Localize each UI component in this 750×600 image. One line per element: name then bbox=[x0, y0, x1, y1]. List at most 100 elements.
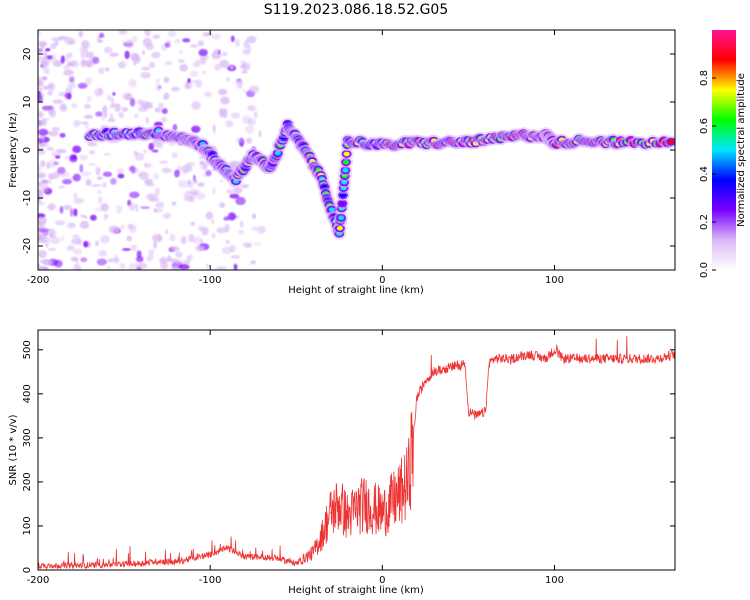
spectrogram-speckle bbox=[85, 178, 92, 187]
spectrogram-speckle bbox=[180, 235, 187, 245]
spectrogram-speckle bbox=[171, 152, 178, 159]
spectrogram-speckle bbox=[241, 242, 253, 247]
snr-point bbox=[588, 358, 590, 360]
spectrogram-speckle bbox=[95, 111, 103, 117]
spectrogram-core bbox=[339, 192, 346, 198]
spectrogram-speckle bbox=[202, 32, 213, 37]
snr-point bbox=[330, 512, 332, 514]
spectrogram-y-tick-label: 20 bbox=[22, 48, 33, 61]
spectrogram-speckle bbox=[38, 92, 44, 100]
spectrogram-speckle bbox=[220, 96, 230, 105]
snr-y-tick-label: 200 bbox=[22, 472, 33, 491]
spectrogram-speckle bbox=[148, 249, 155, 254]
spectrogram-speckle bbox=[247, 105, 256, 112]
spectrogram-speckle bbox=[148, 142, 155, 151]
colorbar-tick-label: 0.6 bbox=[699, 118, 710, 134]
spectrogram-speckle bbox=[47, 83, 54, 90]
spectrogram-speckle bbox=[142, 37, 152, 47]
spectrogram-speckle bbox=[83, 240, 89, 248]
spectrogram-speckle bbox=[102, 182, 107, 188]
spectrogram-speckle bbox=[171, 86, 181, 92]
spectrogram-speckle bbox=[193, 178, 198, 184]
spectrogram-speckle bbox=[179, 49, 183, 54]
spectrogram-speckle bbox=[38, 110, 43, 114]
snr-point bbox=[381, 512, 383, 514]
spectrogram-speckle bbox=[88, 162, 96, 167]
spectrogram-speckle bbox=[97, 39, 104, 44]
spectrogram-speckle bbox=[84, 77, 93, 86]
spectrogram-speckle bbox=[178, 179, 188, 189]
spectrogram-speckle bbox=[156, 142, 163, 149]
spectrogram-speckle bbox=[125, 39, 134, 48]
snr-point bbox=[450, 366, 452, 369]
spectrogram-speckle bbox=[189, 44, 198, 48]
spectrogram-speckle bbox=[91, 183, 102, 188]
spectrogram-speckle bbox=[39, 183, 50, 193]
spectrogram-speckle bbox=[144, 30, 151, 37]
spectrogram-core bbox=[339, 201, 346, 206]
spectrogram-speckle bbox=[174, 38, 181, 44]
spectrogram-speckle bbox=[136, 267, 142, 270]
spectrogram-speckle bbox=[151, 149, 159, 153]
snr-x-tick-label: -100 bbox=[199, 575, 222, 586]
spectrogram-speckle bbox=[237, 229, 244, 235]
spectrogram-speckle bbox=[99, 32, 105, 38]
spectrogram-speckle bbox=[124, 50, 130, 60]
spectrogram-speckle bbox=[218, 88, 228, 96]
spectrogram-speckle bbox=[235, 196, 246, 206]
spectrogram-speckle bbox=[171, 201, 177, 206]
spectrogram-speckle bbox=[94, 88, 104, 97]
spectrogram-speckle bbox=[38, 201, 45, 206]
spectrogram-speckle bbox=[178, 264, 190, 270]
spectrogram-speckle bbox=[225, 120, 234, 128]
spectrogram-speckle bbox=[219, 108, 228, 115]
spectrogram-speckle bbox=[233, 263, 238, 270]
spectrogram-speckle bbox=[239, 220, 244, 228]
spectrogram-speckle bbox=[118, 112, 125, 118]
spectrogram-y-tick-label: -10 bbox=[22, 190, 33, 206]
spectrogram-speckle bbox=[229, 244, 237, 253]
colorbar-tick-label: 0.8 bbox=[699, 70, 710, 86]
spectrogram-speckle bbox=[40, 180, 52, 184]
spectrogram-speckle bbox=[198, 48, 208, 57]
spectrogram-core bbox=[343, 151, 350, 157]
spectrogram-speckle bbox=[163, 76, 170, 84]
snr-point bbox=[433, 371, 435, 373]
spectrogram-core bbox=[668, 139, 675, 144]
spectrogram-speckle bbox=[61, 235, 65, 241]
spectrogram-speckle bbox=[85, 60, 94, 68]
spectrogram-speckle bbox=[38, 228, 50, 233]
spectrogram-speckle bbox=[59, 103, 68, 112]
spectrogram-speckle bbox=[67, 82, 77, 89]
spectrogram-x-tick-label: -100 bbox=[199, 275, 222, 286]
spectrogram-speckle bbox=[81, 40, 90, 49]
spectrogram-speckle bbox=[100, 202, 109, 212]
spectrogram-speckle bbox=[174, 169, 180, 178]
spectrogram-speckle bbox=[197, 182, 205, 187]
snr-plot-area bbox=[38, 330, 675, 570]
snr-point bbox=[157, 560, 160, 562]
spectrogram-speckle bbox=[165, 60, 173, 66]
spectrogram-speckle bbox=[110, 177, 117, 185]
spectrogram-speckle bbox=[195, 192, 206, 200]
spectrogram-speckle bbox=[79, 154, 89, 161]
spectrogram-speckle bbox=[38, 128, 49, 136]
spectrogram-speckle bbox=[234, 39, 241, 47]
snr-point bbox=[278, 558, 280, 560]
spectrogram-speckle bbox=[205, 263, 210, 269]
spectrogram-speckle bbox=[190, 221, 196, 226]
spectrogram-speckle bbox=[58, 35, 69, 41]
spectrogram-speckle bbox=[117, 168, 124, 175]
spectrogram-speckle bbox=[199, 160, 205, 166]
spectrogram-x-tick-label: -200 bbox=[27, 275, 50, 286]
spectrogram-plot-area bbox=[38, 30, 675, 270]
spectrogram-speckle bbox=[73, 192, 78, 200]
spectrogram-speckle bbox=[136, 250, 142, 258]
spectrogram-speckle bbox=[131, 35, 138, 43]
snr-point bbox=[338, 503, 340, 505]
snr-point bbox=[545, 358, 547, 360]
snr-y-tick-label: 400 bbox=[22, 384, 33, 403]
spectrogram-speckle bbox=[51, 149, 56, 158]
spectrogram-speckle bbox=[79, 164, 84, 173]
spectrogram-speckle bbox=[155, 201, 165, 209]
